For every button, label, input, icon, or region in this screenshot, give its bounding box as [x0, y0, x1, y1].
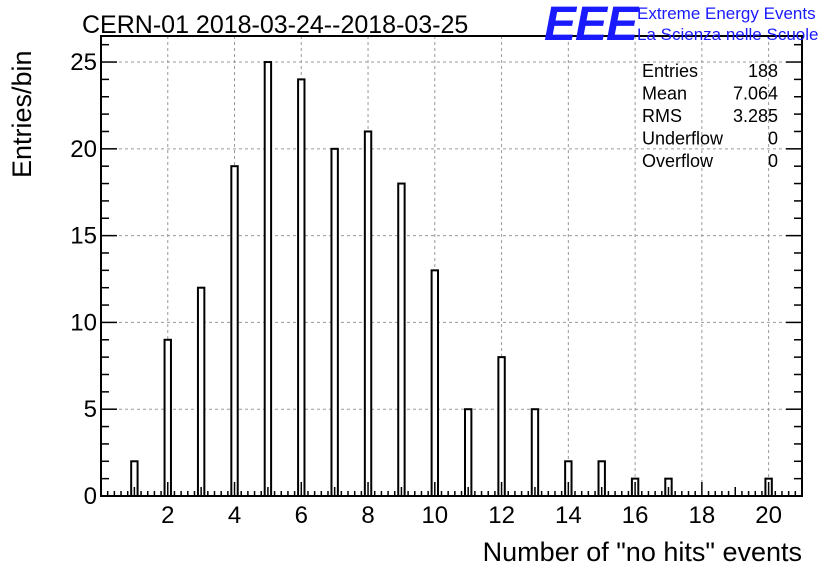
x-tick-label: 18: [689, 502, 716, 529]
chart-title: CERN-01 2018-03-24--2018-03-25: [82, 11, 468, 39]
x-tick-label: 4: [228, 502, 241, 529]
stats-value: 7.064: [733, 84, 778, 104]
x-tick-label: 12: [488, 502, 515, 529]
x-tick-label: 2: [161, 502, 174, 529]
histogram-bar: [330, 147, 339, 497]
histogram-bar: [196, 286, 206, 497]
histogram-bar: [497, 356, 506, 497]
histogram-bar: [463, 408, 473, 497]
x-tick-label: 6: [295, 502, 308, 529]
histogram-bar: [163, 338, 172, 497]
x-tick-label: 14: [555, 502, 582, 529]
stats-value: 0: [768, 151, 778, 171]
stats-box: Entries 188 Mean 7.064 RMS 3.285 Underflow 0 Ove…: [642, 61, 778, 171]
eee-logo-line1: Extreme Energy Events: [637, 4, 816, 23]
x-tick-label: 8: [361, 502, 374, 529]
plot-frame: [100, 35, 803, 497]
histogram-bar: [297, 78, 306, 497]
y-axis-label: Entries/bin: [7, 50, 37, 178]
y-tick-label: 15: [70, 223, 97, 250]
stats-label: Entries: [642, 61, 698, 81]
stats-label: RMS: [642, 106, 682, 126]
bars: [130, 61, 773, 497]
x-axis-label: Number of "no hits" events: [483, 537, 802, 567]
grid-lines: [101, 36, 802, 496]
eee-logo: EEE Extreme Energy Events La Scienza nel…: [544, 0, 818, 51]
y-tick-label: 20: [70, 136, 97, 163]
stats-value: 188: [748, 61, 778, 81]
stats-label: Underflow: [642, 129, 724, 149]
histogram-bar: [263, 61, 273, 497]
eee-logo-line2: La Scienza nelle Scuole: [637, 25, 818, 44]
histogram-bar: [530, 408, 540, 497]
histogram-bar: [397, 182, 406, 497]
x-tick-label: 20: [755, 502, 782, 529]
y-tick-label: 0: [84, 483, 97, 510]
y-tick-label: 25: [70, 49, 97, 76]
tick-labels: 2 4 6 8 10 12 14 16 18 20 0 5 10 15 20 25: [70, 49, 782, 529]
stats-label: Overflow: [642, 151, 714, 171]
y-tick-label: 5: [84, 396, 97, 423]
histogram-bar: [363, 130, 373, 497]
x-tick-label: 10: [421, 502, 448, 529]
histogram-bar: [430, 269, 440, 497]
axis-ticks: [101, 43, 802, 497]
stats-value: 0: [768, 129, 778, 149]
eee-logo-mark: EEE: [544, 0, 640, 51]
x-tick-label: 16: [622, 502, 649, 529]
histogram-bar: [230, 165, 239, 497]
stats-label: Mean: [642, 84, 687, 104]
y-tick-label: 10: [70, 309, 97, 336]
stats-value: 3.285: [733, 106, 778, 126]
